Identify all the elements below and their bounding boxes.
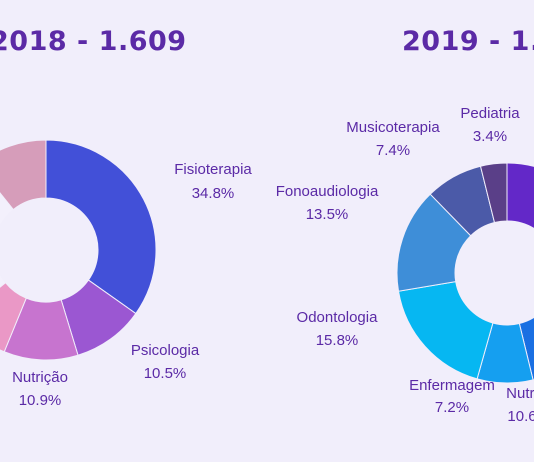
donut-2018: Fisioterapia 34.8% Psicologia 10.5% Nutrição… bbox=[0, 139, 252, 409]
slice-value-label: 7.2% bbox=[435, 399, 469, 416]
slice-label: Odontologia bbox=[297, 309, 379, 326]
slice-label: Nutri bbox=[506, 385, 534, 402]
slice-value-label: 10.6 bbox=[507, 408, 534, 425]
slice-label: Psicologia bbox=[131, 342, 200, 359]
slice-value-label: 10.9% bbox=[19, 392, 62, 409]
donut-2019: Nutri 10.6 Enfermagem 7.2% Odontologia 15.8% F… bbox=[276, 105, 534, 425]
slice-value-label: 13.5% bbox=[306, 206, 349, 223]
donut-slice bbox=[0, 192, 15, 288]
slice-label: Pediatria bbox=[460, 105, 520, 122]
slice-value-label: 10.5% bbox=[144, 365, 187, 382]
slice-label: Enfermagem bbox=[409, 377, 495, 394]
chart-title-2019: 2019 - 1.1 bbox=[402, 26, 534, 57]
chart-title-2018: 2018 - 1.609 bbox=[0, 26, 187, 57]
slice-label: Musicoterapia bbox=[346, 119, 440, 136]
donut-slice bbox=[397, 281, 494, 380]
donut-slice bbox=[45, 139, 157, 315]
donut-slice bbox=[0, 281, 27, 353]
donut-slice bbox=[479, 162, 508, 224]
donut-slice bbox=[506, 162, 534, 230]
slice-value-label: 34.8% bbox=[192, 185, 235, 202]
slice-label: Fisioterapia bbox=[174, 161, 252, 178]
slice-label: Fonoaudiologia bbox=[276, 183, 379, 200]
slice-label: Nutrição bbox=[12, 369, 68, 386]
donut-slice bbox=[0, 139, 47, 211]
slice-value-label: 7.4% bbox=[376, 142, 410, 159]
slice-value-label: 15.8% bbox=[316, 332, 359, 349]
slice-value-label: 3.4% bbox=[473, 128, 507, 145]
